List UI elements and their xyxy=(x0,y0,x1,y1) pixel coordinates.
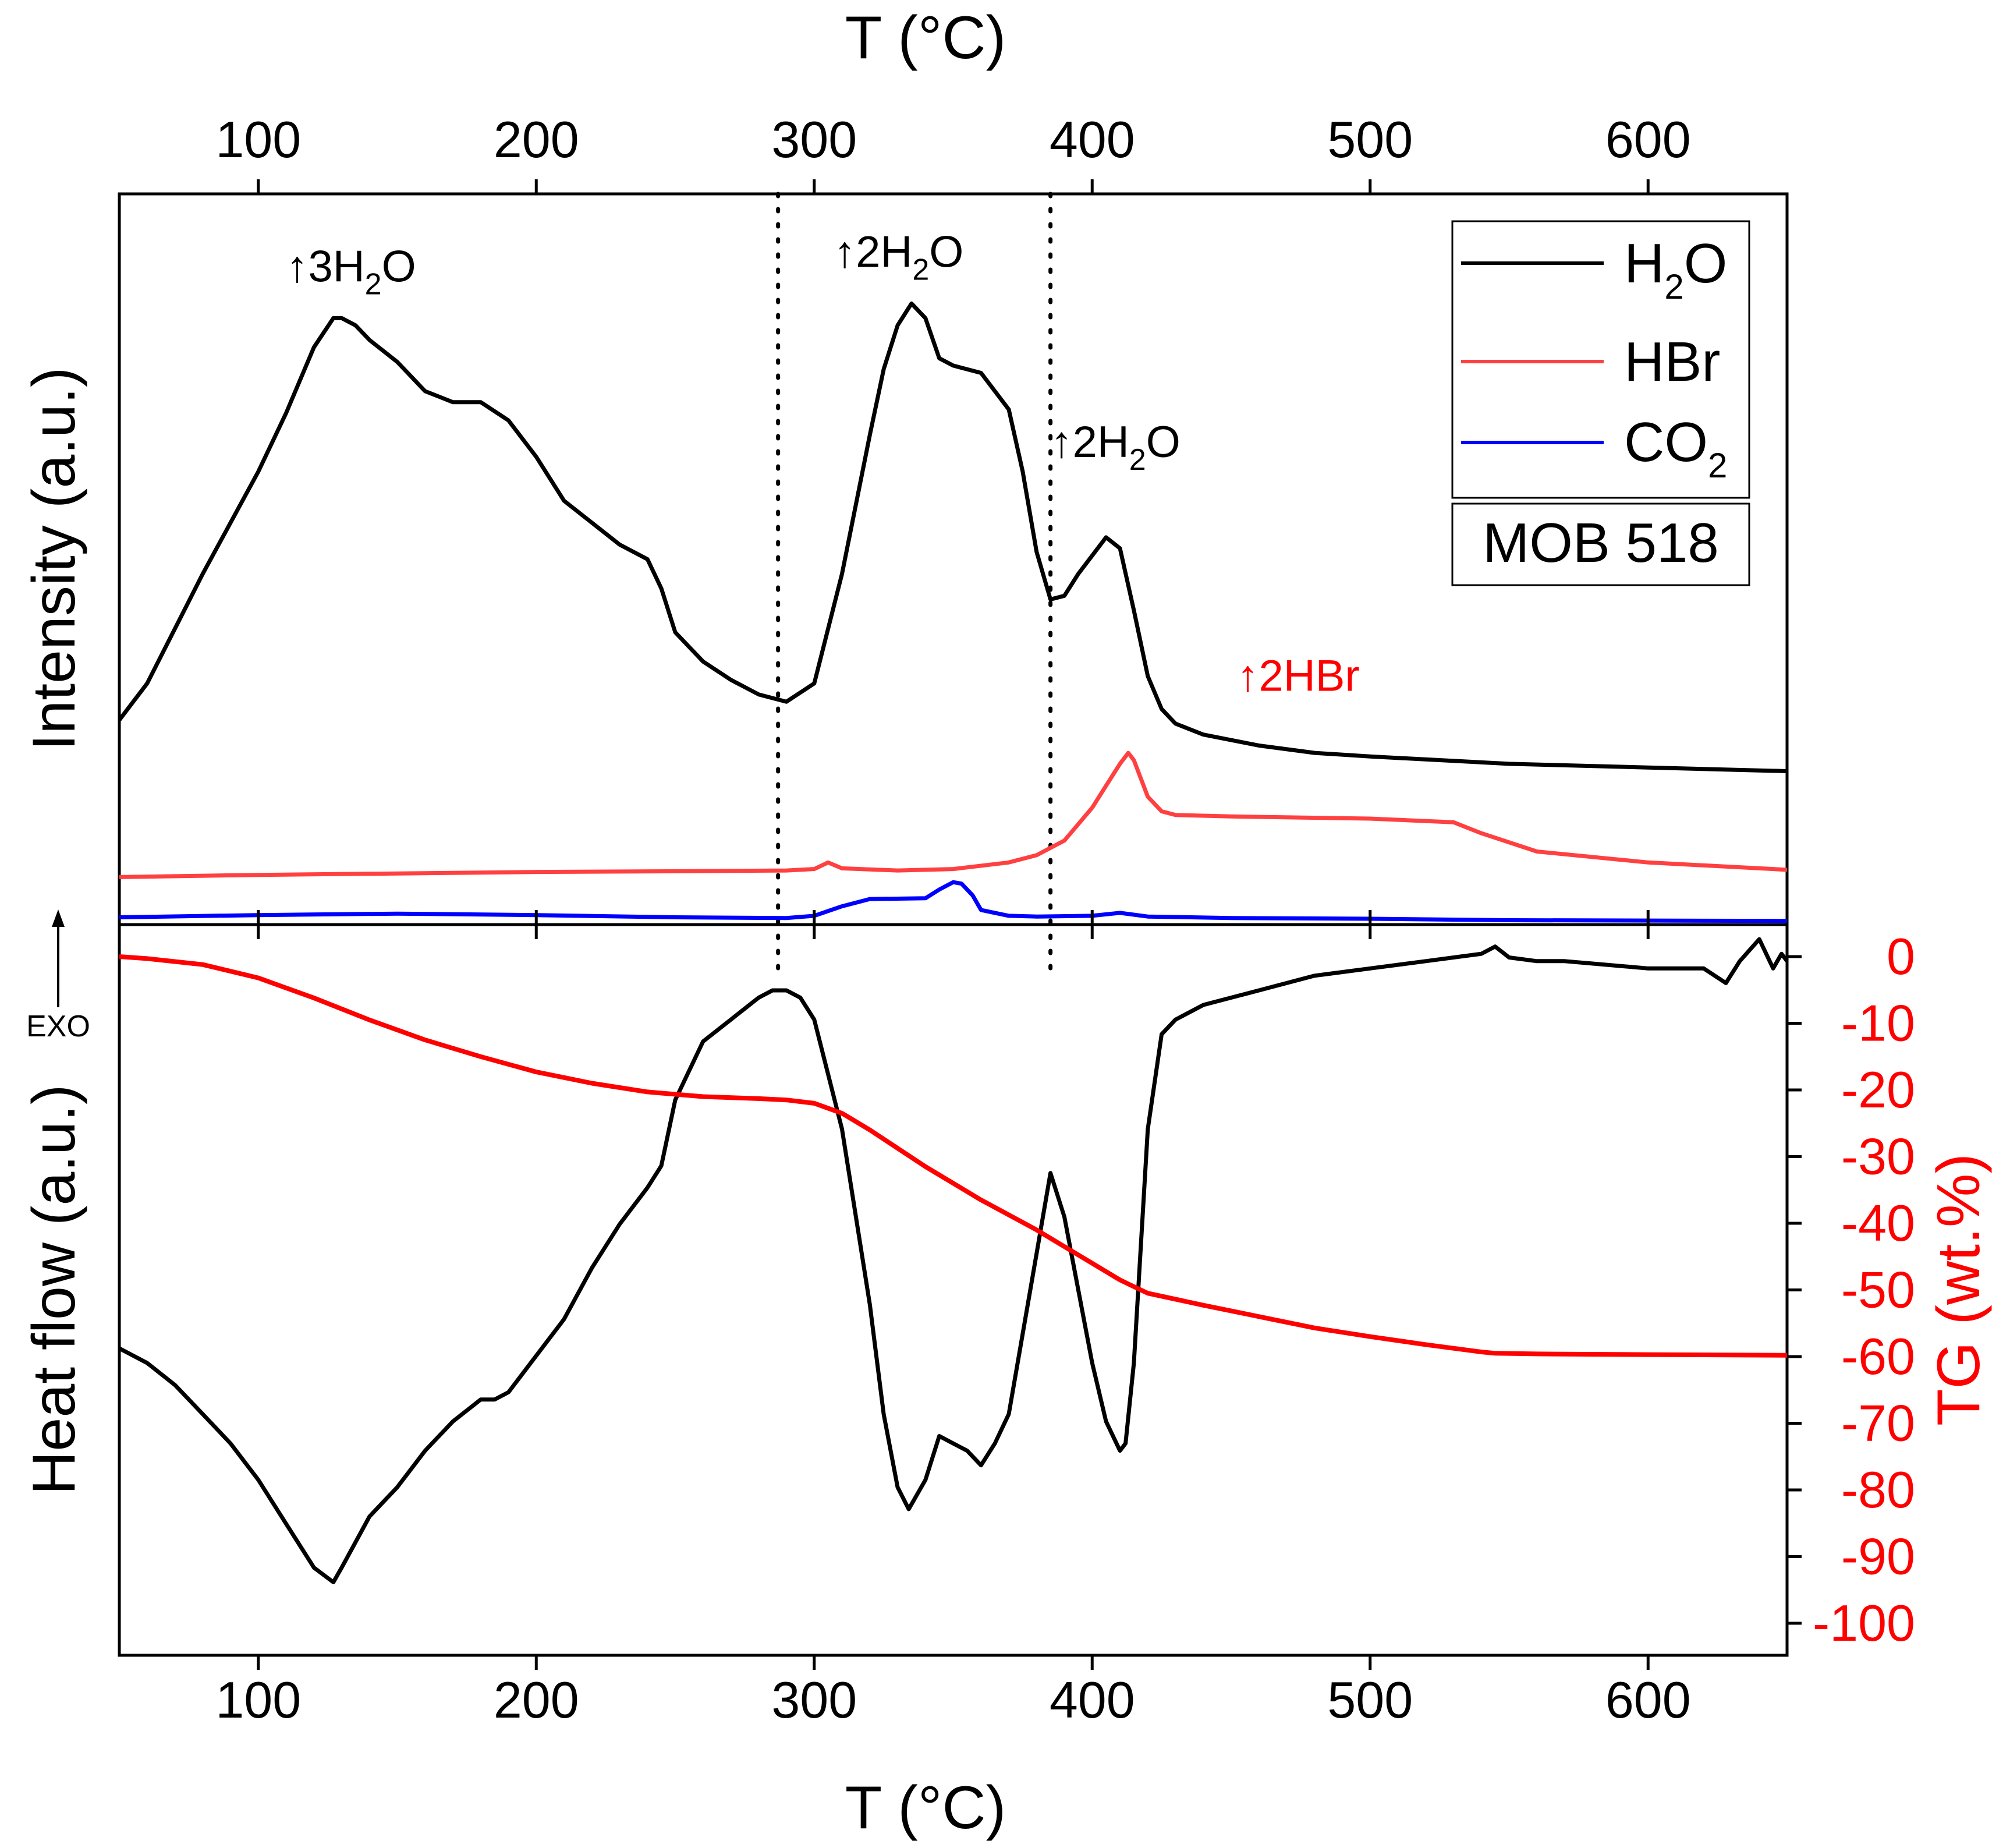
tg-y-tick-label: -10 xyxy=(1841,994,1915,1052)
series-line-co2 xyxy=(119,880,1788,923)
annotation: ↑3H2O xyxy=(286,242,416,302)
bottom-panel-frame xyxy=(118,923,1789,1657)
tg-y-tick-label: -40 xyxy=(1841,1194,1915,1252)
exo-arrowhead-icon xyxy=(52,909,65,927)
sample-label-box xyxy=(1451,502,1750,586)
top-x-tick-label: 500 xyxy=(1327,111,1413,168)
tg-y-tick-label: -100 xyxy=(1813,1594,1915,1652)
series-line-hbr xyxy=(119,750,1788,879)
top-x-tick-label: 400 xyxy=(1050,111,1135,168)
tg-y-tick-label: -50 xyxy=(1841,1261,1915,1319)
tg-axis-title: TG (wt.%) xyxy=(1925,1153,1993,1426)
tg-y-tick-label: -60 xyxy=(1841,1327,1915,1385)
series-line-h2o xyxy=(118,301,1788,773)
annotation: ↑2H2O xyxy=(1051,417,1181,477)
exo-indicator: EXO xyxy=(26,909,90,1043)
bottom-x-axis-title: T (°C) xyxy=(845,1774,1006,1842)
legend-label-h2o: H2O xyxy=(1624,232,1727,306)
legend-box xyxy=(1451,220,1750,499)
top-x-tick-label: 100 xyxy=(215,111,301,168)
bottom-y-axis-title: Heat flow (a.u.) xyxy=(20,1084,88,1495)
top-x-axis-title: T (°C) xyxy=(845,4,1006,72)
vertical-markers xyxy=(776,192,1053,979)
tg-y-tick-label: -20 xyxy=(1841,1061,1915,1118)
tg-y-tick-label: -70 xyxy=(1841,1394,1915,1452)
bottom-x-tick-label: 500 xyxy=(1327,1671,1413,1729)
top-y-axis-title: Intensity (a.u.) xyxy=(20,367,88,751)
bottom-x-tick-label: 400 xyxy=(1050,1671,1135,1729)
bottom-x-tick-label: 300 xyxy=(771,1671,857,1729)
bottom-x-tick-label: 100 xyxy=(215,1671,301,1729)
sample-label: MOB 518 xyxy=(1483,512,1719,574)
annotation: ↑2H2O xyxy=(834,228,963,287)
top-panel-series xyxy=(118,301,1788,923)
annotation: ↑2HBr xyxy=(1237,651,1360,700)
bottom-x-tick-label: 600 xyxy=(1605,1671,1691,1729)
series-line-tg xyxy=(119,954,1788,1358)
exo-label: EXO xyxy=(26,1010,90,1043)
series-line-dta xyxy=(118,937,1789,1584)
tg-y-tick-label: 0 xyxy=(1887,927,1915,985)
top-x-tick-label: 600 xyxy=(1605,111,1691,168)
bottom-x-tick-label: 200 xyxy=(494,1671,579,1729)
axis-ticks: 100 100 200 200 300 300 400 400 500 500 600 600 0 -10… xyxy=(215,111,1915,1729)
tg-y-tick-label: -90 xyxy=(1841,1528,1915,1585)
tg-y-tick-label: -30 xyxy=(1841,1128,1915,1185)
top-x-tick-label: 300 xyxy=(771,111,857,168)
legend-label-hbr: HBr xyxy=(1624,331,1720,393)
annotations: ↑3H2O ↑2H2O ↑2H2O ↑2HBr xyxy=(286,228,1360,701)
legend: H2O HBr CO2 MOB 518 xyxy=(1451,220,1750,586)
top-x-tick-label: 200 xyxy=(494,111,579,168)
bottom-panel-series xyxy=(118,937,1789,1584)
tg-y-tick-label: -80 xyxy=(1841,1461,1915,1518)
